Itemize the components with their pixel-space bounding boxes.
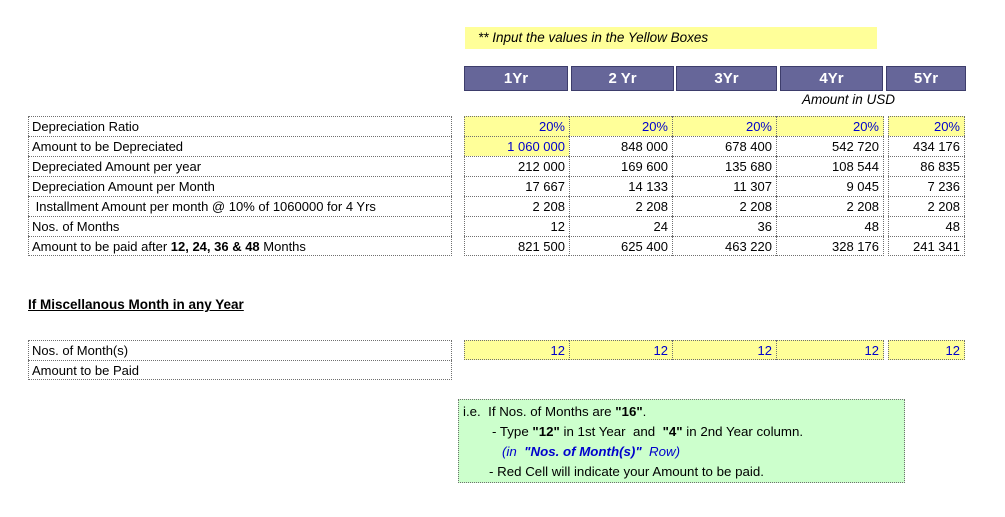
value-cell: 48	[888, 216, 965, 236]
row-label: Depreciation Amount per Month	[28, 176, 452, 196]
misc-month-heading: If Miscellanous Month in any Year	[28, 297, 244, 312]
value-cell: 36	[672, 216, 776, 236]
row-label: Amount to be Depreciated	[28, 136, 452, 156]
value-cell: 48	[776, 216, 884, 236]
note-box: i.e. If Nos. of Months are "16". - Type …	[458, 399, 905, 483]
value-cell: 625 400	[569, 236, 672, 256]
value-cell: 17 667	[464, 176, 569, 196]
value-cell: 9 045	[776, 176, 884, 196]
misc-month-table: Nos. of Month(s) 12 12 12 12 12 Amount t…	[28, 340, 965, 380]
row-label: Nos. of Month(s)	[28, 340, 452, 360]
input-cell[interactable]: 1 060 000	[464, 136, 569, 156]
value-cell: 2 208	[888, 196, 965, 216]
input-cell[interactable]: 12	[464, 340, 569, 360]
year-column-header-3yr: 3Yr	[676, 66, 777, 91]
input-cell[interactable]: 12	[776, 340, 884, 360]
value-cell: 24	[569, 216, 672, 236]
input-cell[interactable]: 20%	[672, 116, 776, 136]
input-instruction-banner: ** Input the values in the Yellow Boxes	[465, 27, 877, 49]
value-cell: 14 133	[569, 176, 672, 196]
row-label: Depreciation Ratio	[28, 116, 452, 136]
depreciation-table: Depreciation Ratio 20% 20% 20% 20% 20% A…	[28, 116, 965, 256]
value-cell: 328 176	[776, 236, 884, 256]
row-label: Depreciated Amount per year	[28, 156, 452, 176]
amount-in-usd-note: Amount in USD	[801, 92, 895, 107]
year-column-header-5yr: 5Yr	[886, 66, 966, 91]
table-row-nos-of-month-s: Nos. of Month(s) 12 12 12 12 12	[28, 340, 965, 360]
table-row-nos-of-months: Nos. of Months 12 24 36 48 48	[28, 216, 965, 236]
table-row-depreciation-amount-per-month: Depreciation Amount per Month 17 667 14 …	[28, 176, 965, 196]
input-cell[interactable]: 12	[569, 340, 672, 360]
value-cell: 463 220	[672, 236, 776, 256]
value-cell: 2 208	[464, 196, 569, 216]
row-label: Installment Amount per month @ 10% of 10…	[28, 196, 452, 216]
note-line-3: (in "Nos. of Month(s)" Row)	[502, 444, 681, 459]
note-line-2: - Type "12" in 1st Year and "4" in 2nd Y…	[492, 424, 804, 439]
table-row-amount-to-be-paid-misc: Amount to be Paid	[28, 360, 965, 380]
year-column-header-2yr: 2 Yr	[571, 66, 674, 91]
value-cell: 2 208	[776, 196, 884, 216]
input-instruction-text: ** Input the values in the Yellow Boxes	[478, 30, 709, 45]
value-cell: 434 176	[888, 136, 965, 156]
table-row-amount-to-be-paid: Amount to be paid after 12, 24, 36 & 48 …	[28, 236, 965, 256]
value-cell: 848 000	[569, 136, 672, 156]
input-cell[interactable]: 20%	[569, 116, 672, 136]
input-cell[interactable]: 12	[672, 340, 776, 360]
table-row-installment-amount: Installment Amount per month @ 10% of 10…	[28, 196, 965, 216]
value-cell: 821 500	[464, 236, 569, 256]
row-label: Amount to be Paid	[28, 360, 452, 380]
value-cell: 12	[464, 216, 569, 236]
input-cell[interactable]: 20%	[888, 116, 965, 136]
value-cell: 86 835	[888, 156, 965, 176]
row-label: Nos. of Months	[28, 216, 452, 236]
table-row-amount-to-be-depreciated: Amount to be Depreciated 1 060 000 848 0…	[28, 136, 965, 156]
value-cell: 135 680	[672, 156, 776, 176]
value-cell: 2 208	[672, 196, 776, 216]
value-cell: 169 600	[569, 156, 672, 176]
value-cell: 542 720	[776, 136, 884, 156]
input-cell[interactable]: 20%	[776, 116, 884, 136]
value-cell: 212 000	[464, 156, 569, 176]
row-label: Amount to be paid after 12, 24, 36 & 48 …	[28, 236, 452, 256]
table-row-depreciated-amount-per-year: Depreciated Amount per year 212 000 169 …	[28, 156, 965, 176]
input-cell[interactable]: 20%	[464, 116, 569, 136]
input-cell[interactable]: 12	[888, 340, 965, 360]
value-cell: 678 400	[672, 136, 776, 156]
value-cell: 241 341	[888, 236, 965, 256]
value-cell: 7 236	[888, 176, 965, 196]
year-column-header-1yr: 1Yr	[464, 66, 568, 91]
value-cell: 11 307	[672, 176, 776, 196]
year-column-header-4yr: 4Yr	[780, 66, 883, 91]
value-cell: 2 208	[569, 196, 672, 216]
table-row-depreciation-ratio: Depreciation Ratio 20% 20% 20% 20% 20%	[28, 116, 965, 136]
note-line-4: - Red Cell will indicate your Amount to …	[489, 464, 764, 479]
note-line-1: i.e. If Nos. of Months are "16".	[463, 404, 647, 419]
value-cell: 108 544	[776, 156, 884, 176]
